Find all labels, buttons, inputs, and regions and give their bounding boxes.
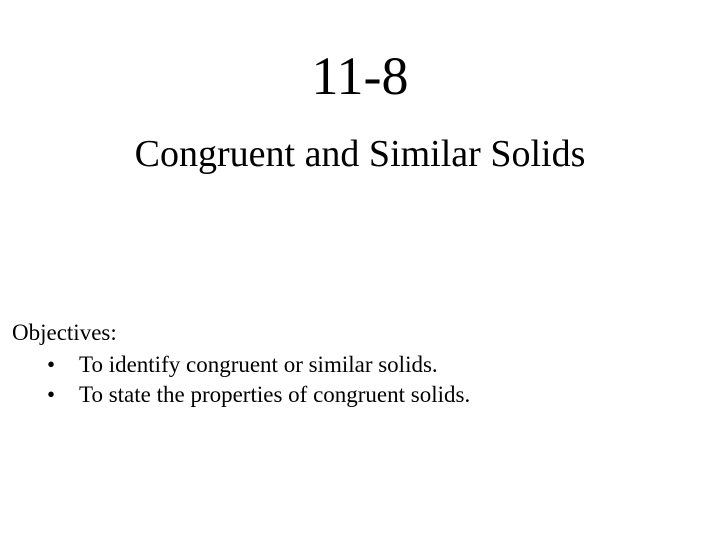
- section-title: Congruent and Similar Solids: [0, 132, 720, 176]
- list-item: To identify congruent or similar solids.: [47, 350, 470, 380]
- objectives-section: Objectives: To identify congruent or sim…: [12, 320, 470, 410]
- objectives-list: To identify congruent or similar solids.…: [12, 350, 470, 410]
- title-section: 11-8 Congruent and Similar Solids: [0, 0, 720, 176]
- objectives-heading: Objectives:: [12, 320, 470, 346]
- list-item: To state the properties of congruent sol…: [47, 380, 470, 410]
- section-number: 11-8: [0, 45, 720, 107]
